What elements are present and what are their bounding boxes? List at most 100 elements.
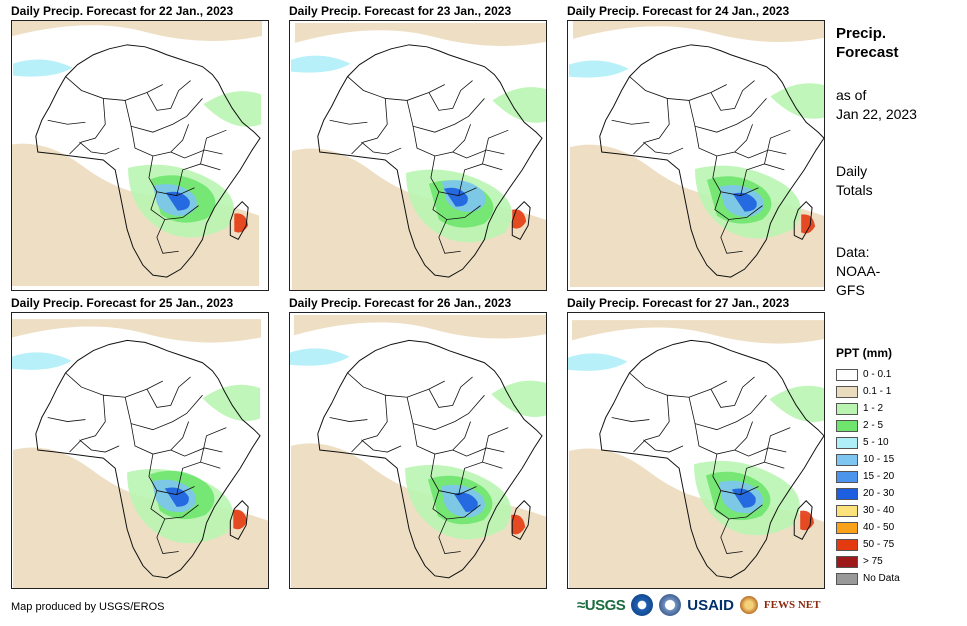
map-canvas: [290, 315, 546, 588]
legend-label: 30 - 40: [863, 505, 895, 516]
country-border: [47, 119, 86, 125]
precip-area: [572, 21, 824, 42]
legend: 0 - 0.1 0.1 - 1 1 - 2 2 - 5 5 - 10 10 - …: [836, 366, 900, 587]
africa-coastline: [317, 44, 543, 278]
legend-item: 0 - 0.1: [836, 366, 900, 383]
legend-swatch: [836, 419, 858, 432]
country-border: [629, 372, 727, 398]
country-border: [712, 155, 759, 197]
africa-coastline: [599, 44, 824, 278]
map-canvas: [568, 21, 824, 288]
country-border: [720, 518, 743, 554]
country-border: [428, 80, 473, 111]
africa-coastline: [317, 339, 543, 579]
panel-title-1: Daily Precip. Forecast for 22 Jan., 2023: [11, 4, 234, 18]
country-border: [694, 421, 753, 455]
legend-item: 30 - 40: [836, 502, 900, 519]
legend-label: 5 - 10: [863, 437, 889, 448]
precip-area: [293, 315, 546, 339]
country-border: [629, 76, 727, 101]
country-border: [688, 98, 767, 133]
data-source: Data: NOAA- GFS: [836, 243, 880, 300]
country-border: [710, 80, 755, 111]
data-line2: NOAA-: [836, 263, 881, 279]
precip-area: [290, 348, 350, 366]
precip-area: [569, 144, 824, 288]
fews-net-logo: FEWS NET: [763, 599, 821, 611]
map-credit: Map produced by USGS/EROS: [11, 601, 165, 613]
legend-label: 2 - 5: [863, 420, 884, 431]
noaa-logo-icon: [631, 594, 654, 616]
country-border: [69, 98, 106, 155]
map-canvas: [12, 319, 268, 588]
side-title-line2: Forecast: [836, 44, 899, 61]
forecast-map-6: [567, 312, 825, 589]
side-title-line1: Precip.: [836, 25, 887, 42]
country-border: [482, 427, 509, 463]
precip-area: [165, 191, 190, 211]
country-border: [764, 129, 791, 165]
country-border: [170, 447, 223, 457]
legend-item: 1 - 2: [836, 400, 900, 417]
country-border: [329, 119, 368, 125]
precip-area: [568, 353, 628, 371]
as-of-date: as of Jan 22, 2023: [836, 86, 917, 124]
legend-label: 0.1 - 1: [863, 386, 892, 397]
africa-coastline: [599, 339, 824, 579]
precip-area: [294, 22, 546, 46]
country-border: [200, 427, 227, 463]
country-border: [176, 163, 221, 196]
madagascar-outline: [511, 500, 531, 540]
country-border: [412, 421, 471, 455]
country-border: [740, 163, 785, 196]
legend-swatch: [836, 538, 858, 551]
precip-area: [492, 87, 546, 123]
usgs-logo: ≈USGS: [577, 596, 626, 614]
panel-title-5: Daily Precip. Forecast for 26 Jan., 2023: [289, 296, 512, 310]
legend-label: No Data: [863, 573, 900, 584]
legend-item: No Data: [836, 570, 900, 587]
country-border: [764, 427, 791, 463]
country-border: [633, 395, 670, 453]
forecast-map-5: [289, 312, 547, 589]
as-of-value: Jan 22, 2023: [836, 106, 917, 122]
map-canvas: [12, 21, 263, 287]
madagascar-outline: [793, 200, 813, 241]
madagascar-outline: [229, 200, 249, 241]
precip-area: [512, 209, 527, 229]
legend-label: 0 - 0.1: [863, 369, 892, 380]
country-border: [430, 155, 477, 197]
country-border: [351, 98, 388, 155]
country-border: [65, 76, 163, 101]
africa-coastline: [35, 44, 261, 278]
country-border: [412, 124, 471, 157]
country-border: [406, 394, 485, 431]
totals-note: Daily Totals: [836, 162, 873, 200]
country-border: [361, 439, 402, 453]
legend-title: PPT (mm): [836, 346, 893, 360]
precip-area: [491, 380, 546, 417]
legend-label: 50 - 75: [863, 539, 895, 550]
precip-area: [511, 514, 526, 535]
country-border: [734, 447, 787, 457]
precip-area: [571, 320, 824, 344]
country-border: [720, 219, 743, 254]
legend-swatch: [836, 487, 858, 500]
precip-area: [12, 352, 72, 370]
precip-area: [291, 148, 546, 290]
usaid-seal-icon: [659, 594, 682, 616]
legend-swatch: [836, 385, 858, 398]
country-border: [351, 395, 388, 453]
precip-area: [233, 509, 248, 530]
totals-line1: Daily: [836, 163, 868, 179]
precip-area: [731, 488, 756, 508]
africa-coastline: [35, 339, 261, 579]
logo-strip: ≈USGS USAID FEWS NET: [577, 594, 820, 616]
precip-area: [12, 143, 260, 287]
legend-swatch: [836, 453, 858, 466]
country-border: [428, 376, 473, 408]
legend-swatch: [836, 368, 858, 381]
legend-swatch: [836, 470, 858, 483]
country-border: [124, 98, 203, 133]
country-border: [714, 191, 763, 220]
